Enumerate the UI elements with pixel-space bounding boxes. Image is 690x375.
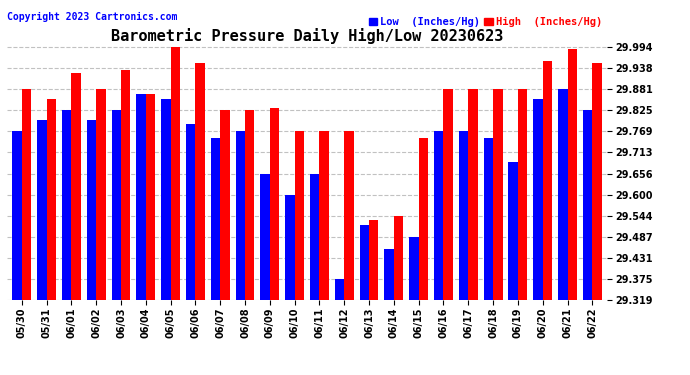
Bar (211, 138, 220, 300)
Bar (12, 131, 22, 300)
Bar (558, 89, 567, 300)
Bar (62, 110, 71, 300)
Bar (484, 138, 493, 300)
Bar (518, 89, 527, 300)
Legend: Low  (Inches/Hg), High  (Inches/Hg): Low (Inches/Hg), High (Inches/Hg) (368, 17, 602, 27)
Bar (146, 94, 155, 300)
Bar (295, 131, 304, 300)
Bar (195, 63, 205, 300)
Bar (186, 124, 195, 300)
Bar (220, 110, 230, 300)
Bar (543, 61, 552, 300)
Bar (493, 89, 502, 300)
Bar (310, 174, 319, 300)
Bar (245, 110, 255, 300)
Bar (359, 225, 369, 300)
Bar (567, 49, 577, 300)
Bar (47, 99, 56, 300)
Bar (71, 73, 81, 300)
Bar (434, 131, 444, 300)
Bar (121, 70, 130, 300)
Bar (533, 99, 543, 300)
Bar (369, 220, 379, 300)
Bar (583, 110, 592, 300)
Bar (285, 195, 295, 300)
Bar (459, 131, 469, 300)
Bar (235, 131, 245, 300)
Bar (394, 216, 403, 300)
Bar (161, 99, 170, 300)
Bar (335, 279, 344, 300)
Text: Copyright 2023 Cartronics.com: Copyright 2023 Cartronics.com (7, 12, 177, 22)
Bar (319, 131, 329, 300)
Bar (22, 89, 31, 300)
Bar (409, 237, 419, 300)
Bar (384, 249, 394, 300)
Title: Barometric Pressure Daily High/Low 20230623: Barometric Pressure Daily High/Low 20230… (111, 28, 503, 44)
Bar (96, 89, 106, 300)
Bar (444, 89, 453, 300)
Bar (87, 120, 96, 300)
Bar (592, 63, 602, 300)
Bar (137, 94, 146, 300)
Bar (37, 120, 47, 300)
Bar (270, 108, 279, 300)
Bar (260, 174, 270, 300)
Bar (170, 47, 180, 300)
Bar (344, 131, 354, 300)
Bar (509, 162, 518, 300)
Bar (419, 138, 428, 300)
Bar (112, 110, 121, 300)
Bar (469, 89, 477, 300)
